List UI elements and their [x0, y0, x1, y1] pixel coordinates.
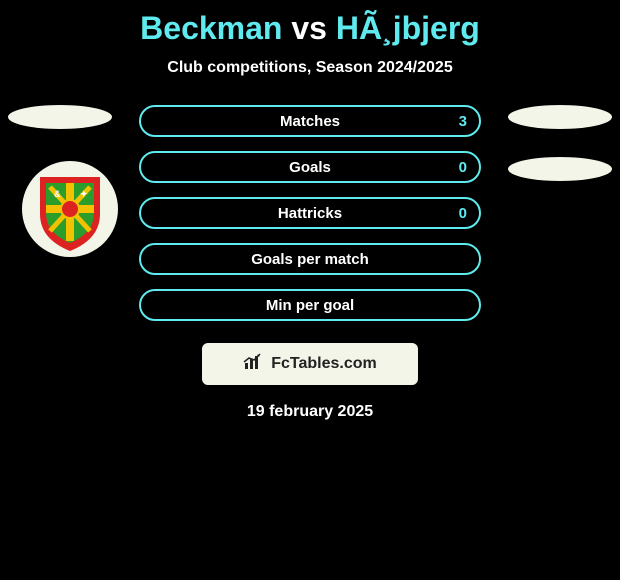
page-title: Beckman vs HÃ¸jbjerg [0, 0, 620, 47]
player-photo-placeholder-right-1 [508, 105, 612, 129]
branding-box[interactable]: FcTables.com [202, 343, 418, 385]
stat-right-value: 3 [459, 113, 467, 130]
stat-label: Min per goal [266, 297, 354, 314]
svg-text:✦: ✦ [80, 189, 88, 199]
date-text: 19 february 2025 [0, 403, 620, 421]
stat-row-min-per-goal: Min per goal [139, 289, 481, 321]
vs-text: vs [291, 10, 327, 46]
stat-row-hattricks: Hattricks 0 [139, 197, 481, 229]
subtitle: Club competitions, Season 2024/2025 [0, 59, 620, 77]
player-photo-placeholder-right-2 [508, 157, 612, 181]
player1-name: Beckman [140, 10, 282, 46]
content-area: & ✦ Matches 3 Goals 0 Hattricks 0 Goals … [0, 105, 620, 421]
branding-text: FcTables.com [271, 355, 377, 373]
stat-label: Hattricks [278, 205, 342, 222]
stat-right-value: 0 [459, 159, 467, 176]
player2-name: HÃ¸jbjerg [336, 10, 480, 46]
player-photo-placeholder-left [8, 105, 112, 129]
stat-row-goals-per-match: Goals per match [139, 243, 481, 275]
stat-label: Goals per match [251, 251, 369, 268]
stat-row-matches: Matches 3 [139, 105, 481, 137]
stats-container: Matches 3 Goals 0 Hattricks 0 Goals per … [139, 105, 481, 321]
club-badge: & ✦ [20, 159, 120, 259]
svg-text:&: & [54, 189, 61, 199]
stat-row-goals: Goals 0 [139, 151, 481, 183]
stat-label: Goals [289, 159, 331, 176]
chart-icon [243, 353, 265, 376]
stat-label: Matches [280, 113, 340, 130]
stat-right-value: 0 [459, 205, 467, 222]
